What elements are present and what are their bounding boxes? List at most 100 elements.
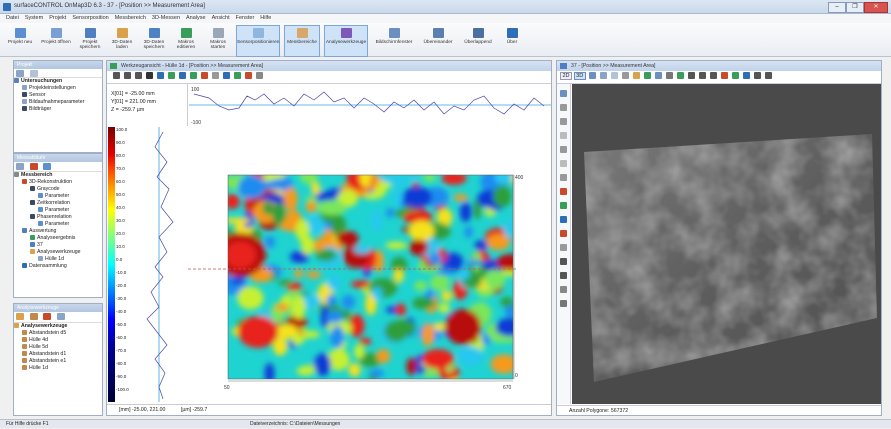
- minimize-button[interactable]: –: [828, 2, 846, 13]
- view3d-tool-icon-12[interactable]: [721, 72, 729, 79]
- maximize-button[interactable]: ❐: [846, 2, 864, 13]
- tool-add-icon[interactable]: [16, 313, 24, 320]
- view3d-tool-icon-11[interactable]: [710, 72, 718, 79]
- ribbon-button-8[interactable]: Messbereiche: [284, 25, 320, 57]
- view3d-side-icon-3[interactable]: [560, 132, 567, 139]
- analysis-tool-icon-9[interactable]: [212, 72, 219, 79]
- view3d-canvas[interactable]: [572, 84, 881, 404]
- analysis-tool-icon-8[interactable]: [201, 72, 208, 79]
- view3d-side-icon-10[interactable]: [560, 230, 567, 237]
- tree-item[interactable]: Abstandstein d5: [14, 330, 102, 337]
- analysis-tool-icon-11[interactable]: [234, 72, 241, 79]
- ribbon-button-9[interactable]: Analysewerkzeuge: [324, 25, 368, 57]
- ribbon-button-5[interactable]: Makros editieren: [172, 25, 200, 57]
- tree-item[interactable]: Parameter: [14, 221, 102, 228]
- analysis-tool-icon-0[interactable]: [113, 72, 120, 79]
- tree-item[interactable]: Auswertung: [14, 228, 102, 235]
- view3d-side-icon-7[interactable]: [560, 188, 567, 195]
- ribbon-button-10[interactable]: Bildschirmfenster: [372, 25, 416, 57]
- analysis-tool-icon-4[interactable]: [157, 72, 164, 79]
- menu-item-3[interactable]: Sensorposition: [72, 15, 109, 21]
- analysis-tool-icon-10[interactable]: [223, 72, 230, 79]
- tree-item[interactable]: Analyseergebnis: [14, 235, 102, 242]
- tree-item[interactable]: Bildträger: [14, 106, 102, 113]
- view3d-side-icon-6[interactable]: [560, 174, 567, 181]
- view3d-tool-icon-6[interactable]: [655, 72, 663, 79]
- height-map-area[interactable]: 400 0 50 670: [188, 127, 551, 402]
- analysis-tool-icon-12[interactable]: [245, 72, 252, 79]
- add-icon[interactable]: [16, 163, 24, 170]
- menu-item-0[interactable]: Datei: [6, 15, 19, 21]
- tab-3d[interactable]: 3D: [573, 72, 586, 81]
- close-button[interactable]: ✕: [864, 2, 888, 13]
- ribbon-button-4[interactable]: 3D-Daten speichern: [140, 25, 168, 57]
- ribbon-button-6[interactable]: Makros starten: [204, 25, 232, 57]
- menu-item-4[interactable]: Messbereich: [114, 15, 146, 21]
- tree-item[interactable]: Phasenrelation: [14, 214, 102, 221]
- expand-icon[interactable]: [16, 70, 24, 77]
- tree-item[interactable]: Bildaufnahmeparameter: [14, 99, 102, 106]
- view3d-side-icon-13[interactable]: [560, 272, 567, 279]
- surface-3d-render[interactable]: [572, 84, 881, 404]
- view3d-tool-icon-8[interactable]: [677, 72, 685, 79]
- view3d-tool-icon-3[interactable]: [622, 72, 630, 79]
- menu-item-7[interactable]: Ansicht: [211, 15, 230, 21]
- horizontal-profile-plot[interactable]: 100 -100: [189, 84, 551, 126]
- tab-2d[interactable]: 2D: [560, 72, 572, 81]
- tree-item[interactable]: 3D-Rekonstruktion: [14, 179, 102, 186]
- tool-delete-icon[interactable]: [43, 313, 52, 320]
- tree-item[interactable]: Analysewerkzeuge: [14, 249, 102, 256]
- view3d-tool-icon-7[interactable]: [666, 72, 674, 79]
- view3d-side-icon-5[interactable]: [560, 160, 567, 167]
- view3d-side-icon-2[interactable]: [560, 118, 567, 125]
- tree-item[interactable]: Zeitkorrelation: [14, 200, 102, 207]
- analysis-tool-icon-6[interactable]: [179, 72, 186, 79]
- view3d-side-icon-14[interactable]: [560, 286, 567, 293]
- tree-item[interactable]: Abstandstein e1: [14, 358, 102, 365]
- ribbon-button-13[interactable]: Über: [500, 25, 524, 57]
- view3d-tool-icon-16[interactable]: [765, 72, 773, 79]
- view3d-tool-icon-9[interactable]: [688, 72, 696, 79]
- analysis-tool-icon-2[interactable]: [135, 72, 142, 79]
- settings-icon[interactable]: [43, 163, 52, 170]
- view3d-tool-icon-13[interactable]: [732, 72, 740, 79]
- ribbon-button-3[interactable]: 3D-Daten laden: [108, 25, 136, 57]
- ribbon-button-0[interactable]: Projekt neu: [4, 25, 36, 57]
- tree-item[interactable]: Projekteinstellungen: [14, 85, 102, 92]
- view3d-tool-icon-14[interactable]: [743, 72, 751, 79]
- view3d-side-icon-12[interactable]: [560, 258, 567, 265]
- analysis-tool-icon-5[interactable]: [168, 72, 175, 79]
- view3d-side-icon-15[interactable]: [560, 300, 567, 307]
- collapse-icon[interactable]: [29, 70, 38, 77]
- view3d-tool-icon-4[interactable]: [633, 72, 641, 79]
- tree-item[interactable]: Hülle 1d: [14, 365, 102, 372]
- menu-item-9[interactable]: Hilfe: [260, 15, 272, 21]
- tree-item[interactable]: Sensor: [14, 92, 102, 99]
- menu-item-6[interactable]: Analyse: [186, 15, 206, 21]
- view3d-tool-icon-10[interactable]: [699, 72, 707, 79]
- menu-item-1[interactable]: System: [24, 15, 44, 21]
- view3d-tool-icon-0[interactable]: [589, 72, 597, 79]
- tool-move-icon[interactable]: [57, 313, 66, 320]
- tree-item[interactable]: Graycode: [14, 186, 102, 193]
- view3d-side-icon-8[interactable]: [560, 202, 567, 209]
- ribbon-button-2[interactable]: Projekt speichern: [76, 25, 104, 57]
- ribbon-button-7[interactable]: Sensorpositionieren: [236, 25, 280, 57]
- tree-item[interactable]: Abstandstein d1: [14, 351, 102, 358]
- ribbon-button-12[interactable]: Überlappend: [460, 25, 496, 57]
- view3d-side-icon-1[interactable]: [560, 104, 567, 111]
- tree-item[interactable]: Parameter: [14, 207, 102, 214]
- view3d-side-icon-0[interactable]: [560, 90, 567, 97]
- tree-item[interactable]: 37: [14, 242, 102, 249]
- view3d-side-icon-9[interactable]: [560, 216, 567, 223]
- tree-item[interactable]: Messbereich: [14, 172, 102, 179]
- ribbon-button-11[interactable]: Übereinander: [420, 25, 456, 57]
- tree-item[interactable]: Analysewerkzeuge: [14, 323, 102, 330]
- view3d-tool-icon-2[interactable]: [611, 72, 619, 79]
- tree-item[interactable]: Hülle 4d: [14, 337, 102, 344]
- analysis-tool-icon-3[interactable]: [146, 72, 153, 79]
- menu-item-8[interactable]: Fenster: [235, 15, 255, 21]
- delete-icon[interactable]: [29, 163, 38, 170]
- view3d-tool-icon-15[interactable]: [754, 72, 762, 79]
- tree-item[interactable]: Parameter: [14, 193, 102, 200]
